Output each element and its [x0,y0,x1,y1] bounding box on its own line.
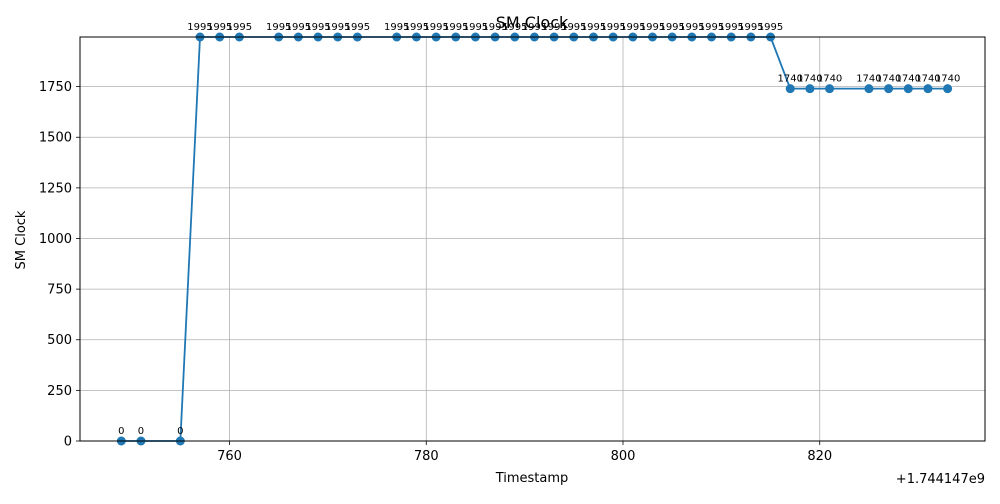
y-tick-label: 0 [64,435,72,450]
data-label: 1995 [443,22,468,33]
grid-layer [80,37,985,442]
data-label: 1995 [640,22,665,33]
series-layer [116,32,953,446]
data-point [923,84,933,94]
x-axis-offset-label: +1.744147e9 [896,472,985,487]
data-label: 0 [177,426,183,437]
data-label: 1995 [679,22,704,33]
data-label: 1995 [404,22,429,33]
data-label: 1995 [738,22,763,33]
data-label: 1995 [286,22,311,33]
data-label: 1995 [187,22,212,33]
data-label: 1740 [797,74,822,85]
data-label: 1995 [266,22,291,33]
data-label: 1740 [778,74,803,85]
tick-layer: 760 780 800 820 0 250 500 750 1000 1250 1500 1750 [39,80,832,464]
data-label: 1740 [915,74,940,85]
y-tick-label: 1000 [39,232,72,247]
y-tick-label: 500 [47,333,72,348]
data-label: 1995 [758,22,783,33]
data-label: 1995 [718,22,743,33]
data-label: 1995 [305,22,330,33]
data-label: 1995 [581,22,606,33]
data-point [785,84,795,94]
data-label: 0 [118,426,124,437]
x-axis-label: Timestamp [495,471,569,486]
data-point [825,84,835,94]
data-point [884,84,894,94]
data-label: 1995 [325,22,350,33]
series-line [121,36,948,442]
data-label: 1740 [856,74,881,85]
y-tick-label: 1500 [39,131,72,146]
data-label: 1740 [935,74,960,85]
y-tick-label: 250 [47,384,72,399]
data-label: 1995 [482,22,507,33]
y-tick-label: 750 [47,283,72,298]
data-label: 1995 [463,22,488,33]
y-tick-label: 1250 [39,181,72,196]
data-point [805,84,815,94]
plot-frame [79,36,986,442]
data-label: 1740 [817,74,842,85]
y-axis-label: SM Clock [14,210,29,269]
data-label: 1740 [876,74,901,85]
x-tick-label: 820 [807,449,832,464]
data-label: 1995 [522,22,547,33]
data-point [943,84,953,94]
data-label: 0 [138,426,144,437]
data-point [864,84,874,94]
data-label: 1995 [502,22,527,33]
data-label: 1995 [561,22,586,33]
x-tick-label: 760 [217,449,242,464]
data-label: 1740 [896,74,921,85]
data-label: 1995 [699,22,724,33]
data-point [903,84,913,94]
data-label: 1995 [600,22,625,33]
data-label: 1995 [207,22,232,33]
data-label: 1995 [345,22,370,33]
x-tick-label: 800 [611,449,636,464]
chart-title: SM Clock [496,13,569,32]
x-tick-label: 780 [414,449,439,464]
data-label: 1995 [423,22,448,33]
data-label: 1995 [227,22,252,33]
y-tick-label: 1750 [39,80,72,95]
data-label: 1995 [384,22,409,33]
data-label: 1995 [541,22,566,33]
data-label: 1995 [620,22,645,33]
data-label: 1995 [659,22,684,33]
